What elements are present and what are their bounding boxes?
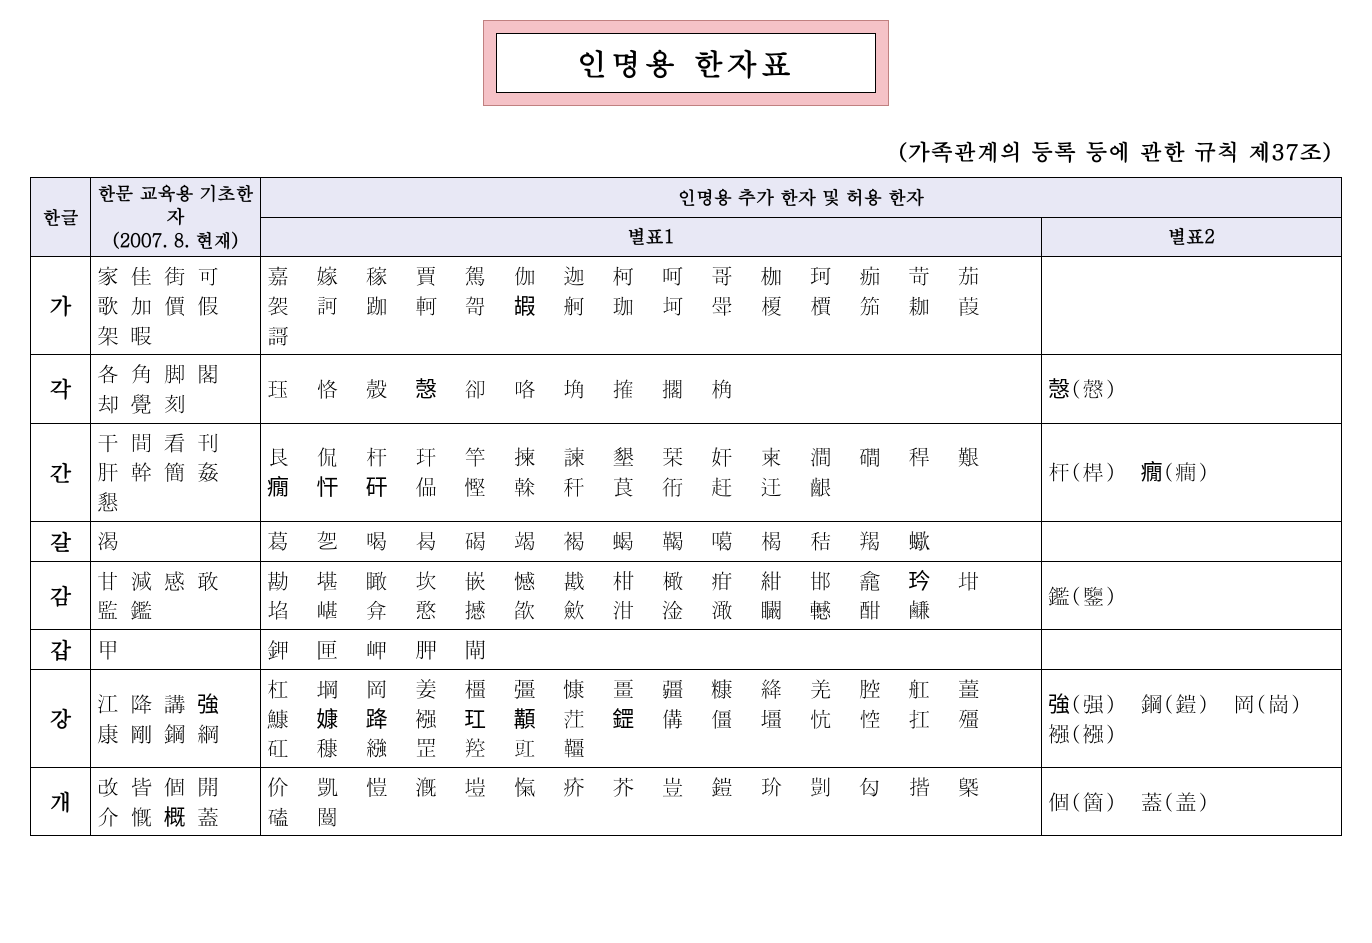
page-title: 인명용 한자표	[496, 33, 876, 93]
cell-hangul: 각	[31, 355, 91, 423]
cell-extra: 勘 堪 瞰 坎 嵌 憾 戡 柑 橄 疳 紺 邯 龕 玪 坩 埳 嵁 弇 憨 撼 …	[261, 561, 1042, 629]
cell-basic: 各 角 脚 閣 却 覺 刻	[91, 355, 261, 423]
cell-hangul: 감	[31, 561, 91, 629]
cell-extra: 葛 乫 喝 曷 碣 竭 褐 蝎 鞨 噶 楬 秸 羯 蠍	[261, 521, 1042, 561]
table-row: 갈渴葛 乫 喝 曷 碣 竭 褐 蝎 鞨 噶 楬 秸 羯 蠍	[31, 521, 1342, 561]
cell-hangul: 간	[31, 423, 91, 521]
header-group: 인명용 추가 한자 및 허용 한자	[261, 178, 1342, 218]
title-frame: 인명용 한자표	[483, 20, 889, 106]
cell-variants: 愨(慤)	[1041, 355, 1341, 423]
header-basic-line2: (2007. 8. 현재)	[113, 228, 239, 253]
table-row: 간干 間 看 刊 肝 幹 簡 姦 懇艮 侃 杆 玕 竿 揀 諫 墾 栞 奸 柬 …	[31, 423, 1342, 521]
cell-variants: 個(箇) 蓋(盖)	[1041, 768, 1341, 836]
table-row: 개改 皆 個 開 介 慨 概 蓋价 凱 愷 漑 塏 愾 疥 芥 豈 鎧 玠 剴 …	[31, 768, 1342, 836]
cell-variants: 杆(桿) 癇(癎)	[1041, 423, 1341, 521]
cell-basic: 家 佳 街 可 歌 加 價 假 架 暇	[91, 257, 261, 355]
cell-variants	[1041, 257, 1341, 355]
header-extra: 별표1	[261, 217, 1042, 257]
cell-hangul: 강	[31, 670, 91, 768]
cell-variants: 鑑(鑒)	[1041, 561, 1341, 629]
table-row: 갑甲鉀 匣 岬 胛 閘	[31, 630, 1342, 670]
table-row: 가家 佳 街 可 歌 加 價 假 架 暇嘉 嫁 稼 賈 駕 伽 迦 柯 呵 哥 …	[31, 257, 1342, 355]
cell-basic: 改 皆 個 開 介 慨 概 蓋	[91, 768, 261, 836]
cell-variants: 強(强) 鋼(鎧) 岡(崗) 襁(襁)	[1041, 670, 1341, 768]
cell-basic: 甲	[91, 630, 261, 670]
table-row: 각各 角 脚 閣 却 覺 刻珏 恪 殼 愨 卻 咯 埆 搉 擱 桷愨(慤)	[31, 355, 1342, 423]
cell-basic: 江 降 講 強 康 剛 鋼 綱	[91, 670, 261, 768]
page-subtitle: (가족관계의 등록 등에 관한 규칙 제37조)	[30, 136, 1332, 167]
cell-hangul: 갑	[31, 630, 91, 670]
cell-hangul: 개	[31, 768, 91, 836]
cell-extra: 嘉 嫁 稼 賈 駕 伽 迦 柯 呵 哥 枷 珂 痂 苛 茄 袈 訶 跏 軻 哿 …	[261, 257, 1042, 355]
hanja-table: 한글 한문 교육용 기초한자 (2007. 8. 현재) 인명용 추가 한자 및…	[30, 177, 1342, 836]
table-row: 강江 降 講 強 康 剛 鋼 綱杠 堈 岡 姜 橿 彊 慷 畺 疆 糠 絳 羌 …	[31, 670, 1342, 768]
cell-basic: 渴	[91, 521, 261, 561]
cell-variants	[1041, 630, 1341, 670]
table-body: 가家 佳 街 可 歌 加 價 假 架 暇嘉 嫁 稼 賈 駕 伽 迦 柯 呵 哥 …	[31, 257, 1342, 836]
cell-basic: 干 間 看 刊 肝 幹 簡 姦 懇	[91, 423, 261, 521]
cell-extra: 杠 堈 岡 姜 橿 彊 慷 畺 疆 糠 絳 羌 腔 舡 薑 鱇 嫝 跭 襁 玒 …	[261, 670, 1042, 768]
table-row: 감甘 減 感 敢 監 鑑勘 堪 瞰 坎 嵌 憾 戡 柑 橄 疳 紺 邯 龕 玪 …	[31, 561, 1342, 629]
cell-basic: 甘 減 感 敢 監 鑑	[91, 561, 261, 629]
header-hangul: 한글	[31, 178, 91, 257]
header-basic-line1: 한문 교육용 기초한자	[98, 181, 254, 229]
cell-hangul: 가	[31, 257, 91, 355]
cell-extra: 价 凱 愷 漑 塏 愾 疥 芥 豈 鎧 玠 剴 匃 揩 槩 磕 闓	[261, 768, 1042, 836]
cell-extra: 鉀 匣 岬 胛 閘	[261, 630, 1042, 670]
header-basic: 한문 교육용 기초한자 (2007. 8. 현재)	[91, 178, 261, 257]
header-variants: 별표2	[1041, 217, 1341, 257]
cell-variants	[1041, 521, 1341, 561]
cell-extra: 珏 恪 殼 愨 卻 咯 埆 搉 擱 桷	[261, 355, 1042, 423]
cell-extra: 艮 侃 杆 玕 竿 揀 諫 墾 栞 奸 柬 澗 磵 稈 艱 癇 忓 矸 偘 慳 …	[261, 423, 1042, 521]
cell-hangul: 갈	[31, 521, 91, 561]
